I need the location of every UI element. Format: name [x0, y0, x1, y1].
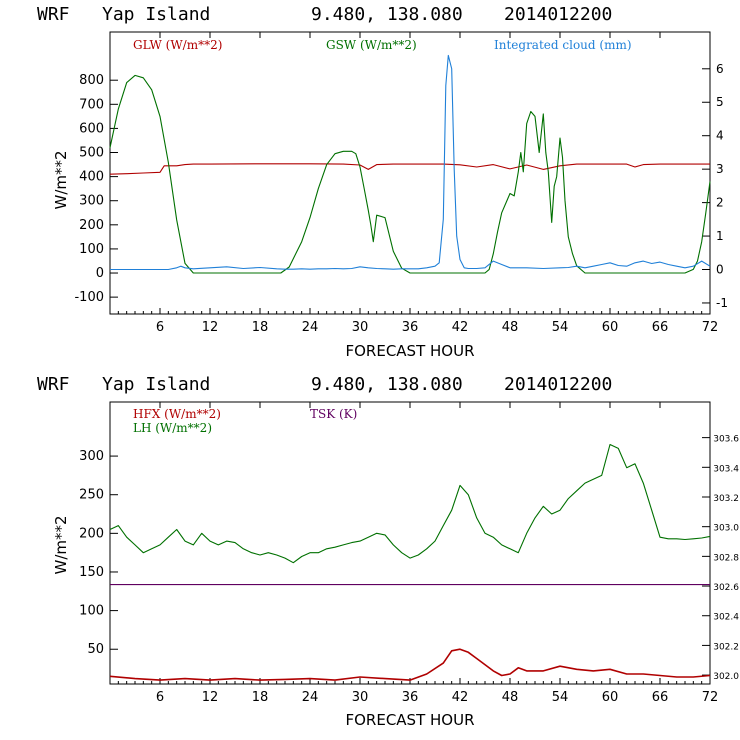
chart-1-x-tick-label: 54	[552, 320, 569, 335]
chart-2-y2-tick-label: 302.8	[713, 553, 739, 563]
chart-1-series	[109, 54, 711, 274]
chart-2-y2-tick-label: 303.6	[713, 435, 739, 445]
chart-1-x-tick-label: 72	[702, 320, 719, 335]
chart-2-y2-tick-label: 302.4	[713, 613, 739, 623]
chart-1-y-tick-label: 400	[79, 170, 104, 185]
chart-1-legend-cloud: Integrated cloud (mm)	[494, 38, 632, 52]
chart-1-y-tick-label: 700	[79, 97, 104, 112]
chart-1-series-integrated-line	[110, 54, 711, 271]
chart-1-legend-gsw: GSW (W/m**2)	[326, 38, 417, 52]
chart-1-y-tick-label: 0	[96, 266, 104, 281]
chart-1-y2-tick-label: 4	[716, 129, 724, 143]
chart-2-legend-tsk: TSK (K)	[310, 407, 357, 421]
chart-2-y2-tick-label: 303.4	[713, 464, 739, 474]
chart-2-x-tick-label: 6	[156, 690, 164, 705]
chart-1-y2-tick-label: 5	[716, 95, 724, 109]
chart-2-model: WRF	[37, 374, 70, 395]
chart-1-series-glw-line	[109, 163, 710, 175]
chart-1-y-tick-label: 800	[79, 73, 104, 88]
chart-2-series-hfx-line	[109, 648, 711, 681]
chart-2-x-tick-label: 48	[502, 690, 519, 705]
chart-1-legend-glw: GLW (W/m**2)	[133, 38, 222, 52]
chart-2-plot-frame	[109, 401, 711, 685]
chart-1-y-tick-label: 200	[79, 218, 104, 233]
chart-2-y-label: W/m**2	[52, 515, 70, 574]
chart-2-x-tick-label: 54	[552, 690, 569, 705]
chart-2-y-tick-label: 200	[79, 526, 104, 541]
chart-2-y2-tick-label: 302.6	[713, 583, 739, 593]
chart-2-x-tick-label: 36	[402, 690, 419, 705]
chart-1-y-tick-label: 500	[79, 146, 104, 161]
chart-2-y-tick-label: 50	[87, 642, 104, 657]
chart-1-y-tick-label: 100	[79, 242, 104, 257]
chart-1: WRF Yap Island 9.480, 138.080 2014012200…	[37, 4, 728, 360]
chart-2-y2-axis: 302.0 302.2 302.4 302.6 302.8 303.0 303.2 303.4…	[702, 435, 739, 682]
chart-2-y2-tick-label: 303.2	[713, 494, 739, 504]
chart-2-location: Yap Island	[102, 374, 210, 395]
chart-1-series-gsw-line	[109, 74, 711, 274]
chart-1-x-tick-label: 30	[352, 320, 369, 335]
chart-2-legend-lh: LH (W/m**2)	[133, 421, 212, 435]
chart-1-plot-frame	[109, 31, 711, 315]
chart-2-y-tick-label: 100	[79, 604, 104, 619]
chart-1-y-axis: -100 0 100 200 300 400 500 600 700 800	[74, 73, 118, 305]
chart-2-series-lh-line	[109, 443, 711, 564]
chart-2-x-tick-label: 24	[302, 690, 319, 705]
chart-1-y-tick-label: -100	[74, 290, 104, 305]
chart-1-x-tick-label: 12	[202, 320, 219, 335]
chart-2-x-tick-label: 12	[202, 690, 219, 705]
chart-2-x-tick-label: 42	[452, 690, 469, 705]
chart-2-x-tick-label: 18	[252, 690, 269, 705]
chart-2-y2-tick-label: 303.0	[713, 524, 739, 534]
chart-1-y2-tick-label: -1	[716, 296, 728, 310]
chart-1-x-tick-label: 6	[156, 320, 164, 335]
chart-1-x-tick-label: 42	[452, 320, 469, 335]
chart-1-x-tick-label: 48	[502, 320, 519, 335]
chart-1-y-tick-label: 300	[79, 194, 104, 209]
chart-2-y-tick-label: 300	[79, 449, 104, 464]
chart-2: WRF Yap Island 9.480, 138.080 2014012200…	[37, 374, 739, 729]
chart-1-y2-tick-label: 1	[716, 229, 724, 243]
chart-1-x-tick-label: 36	[402, 320, 419, 335]
chart-1-x-label: FORECAST HOUR	[345, 342, 474, 360]
chart-2-y-tick-label: 150	[79, 565, 104, 580]
chart-2-y2-tick-label: 302.0	[713, 672, 739, 682]
chart-1-y-label: W/m**2	[52, 150, 70, 209]
chart-1-y2-axis: -1 0 1 2 3 4 5 6	[702, 62, 728, 310]
chart-2-series	[109, 443, 711, 681]
chart-1-x-tick-label: 66	[652, 320, 669, 335]
chart-2-y-axis: 50 100 150 200 250 300	[79, 449, 118, 657]
chart-1-model: WRF	[37, 4, 70, 25]
chart-1-x-axis: 6 12 18 24 30 36 42 48 54 60 66 72	[117, 32, 719, 335]
chart-1-coords: 9.480, 138.080	[311, 4, 463, 25]
chart-2-coords: 9.480, 138.080	[311, 374, 463, 395]
chart-2-x-tick-label: 72	[702, 690, 719, 705]
chart-1-y2-tick-label: 6	[716, 62, 724, 76]
chart-1-init: 2014012200	[504, 4, 612, 25]
chart-2-x-tick-label: 60	[602, 690, 619, 705]
chart-1-y2-tick-label: 2	[716, 196, 724, 210]
chart-2-x-tick-label: 30	[352, 690, 369, 705]
chart-1-x-tick-label: 24	[302, 320, 319, 335]
chart-1-x-tick-label: 60	[602, 320, 619, 335]
chart-2-x-tick-label: 66	[652, 690, 669, 705]
chart-2-x-label: FORECAST HOUR	[345, 711, 474, 729]
chart-2-legend-hfx: HFX (W/m**2)	[133, 407, 221, 421]
chart-2-x-axis: 6 12 18 24 30 36 42 48 54 60 66 72	[117, 402, 719, 705]
chart-1-y2-tick-label: 0	[716, 263, 724, 277]
chart-1-y2-tick-label: 3	[716, 162, 724, 176]
chart-2-init: 2014012200	[504, 374, 612, 395]
chart-2-y2-tick-label: 302.2	[713, 642, 739, 652]
chart-2-y-tick-label: 250	[79, 488, 104, 503]
chart-1-x-tick-label: 18	[252, 320, 269, 335]
chart-1-location: Yap Island	[102, 4, 210, 25]
chart-1-y-tick-label: 600	[79, 121, 104, 136]
